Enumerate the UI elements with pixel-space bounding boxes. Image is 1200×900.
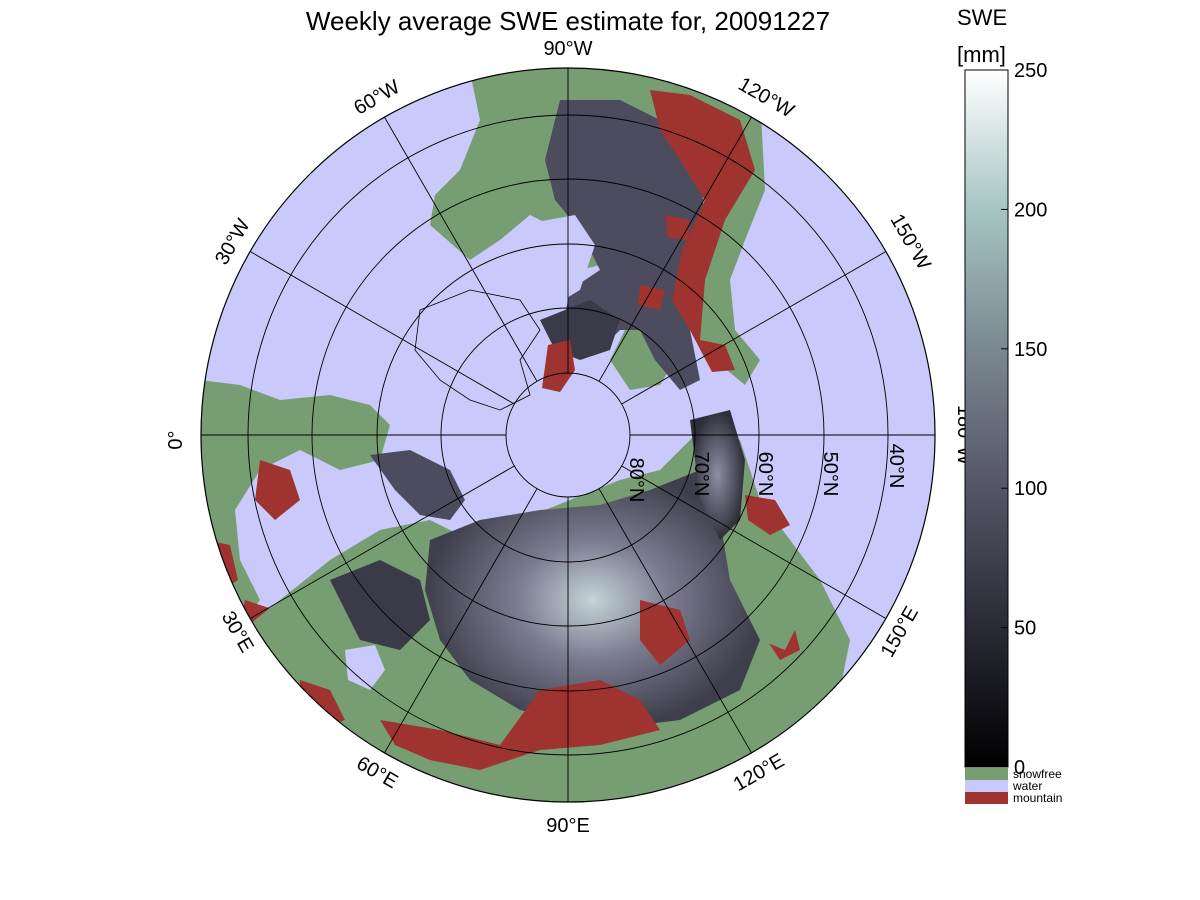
colorbar-tick-label: 100: [1014, 478, 1047, 500]
rockies-speckle: [638, 215, 690, 310]
graticule: [200, 67, 936, 803]
meridian-line: [249, 251, 515, 405]
hudson-bay-water: [505, 215, 595, 305]
lat-label-40n: 40°N: [885, 444, 907, 489]
colorbar-tick-label: 0: [1014, 757, 1025, 779]
colorbar-ticks: 0 50 100 150 200 250: [1001, 60, 1047, 779]
colorbar-tick-label: 150: [1014, 339, 1047, 361]
colorbar-tick-label: 50: [1014, 618, 1036, 640]
legend-label-mountain: mountain: [1013, 791, 1062, 805]
legend-swatch-mountain: [965, 792, 1008, 804]
meridian-line: [621, 251, 887, 405]
kamchatka-snowfree: [740, 570, 800, 650]
ellesmere-mountain: [542, 340, 575, 392]
lat-label-80n: 80°N: [625, 458, 647, 503]
europe-alps: [205, 460, 300, 650]
meridian-line: [249, 465, 515, 619]
siberia-snowcover: [425, 470, 760, 730]
meridian-line: [598, 488, 752, 754]
lat-label-60n: 60°N: [754, 452, 776, 497]
legend-swatch-water: [965, 780, 1008, 792]
colorbar-gradient: [964, 69, 1009, 768]
east-asia-mountains: [300, 495, 800, 730]
colorbar-tick-label: 250: [1014, 60, 1047, 82]
meridian-line: [621, 465, 887, 619]
asia-snowcover-west: [330, 560, 430, 650]
east-siberia-snowcover: [690, 410, 745, 540]
colorbar-tick-label: 200: [1014, 199, 1047, 221]
lat-label-70n: 70°N: [690, 452, 712, 497]
meridian-lines: [201, 68, 935, 802]
legend-label-water: water: [1012, 779, 1042, 793]
lat-label-50n: 50°N: [819, 452, 841, 497]
meridian-line: [384, 116, 538, 382]
map-title: Weekly average SWE estimate for, 2009122…: [306, 6, 830, 36]
colorbar-title: SWE: [957, 5, 1007, 30]
greenland-outline: [414, 289, 541, 411]
legend-label-snowfree: snowfree: [1013, 767, 1062, 781]
colorbar-unit: [mm]: [957, 42, 1006, 67]
rocky-mountains: [650, 90, 755, 372]
latitude-labels: 80°N 70°N 60°N 50°N 40°N: [625, 444, 907, 503]
meridian-line: [384, 488, 538, 754]
meridian-line: [598, 116, 752, 382]
central-asia-mountains: [380, 680, 660, 770]
polar-map-disk: [201, 68, 935, 802]
europe-snowfree: [201, 380, 390, 640]
caspian-sea: [345, 645, 385, 690]
lon-label-90w: 90°W: [543, 38, 592, 60]
scandinavia-snowcover: [370, 450, 465, 520]
map-border: [200, 67, 936, 803]
lon-label-0: 0°: [165, 430, 187, 449]
lon-label-90e: 90°E: [546, 815, 590, 837]
colorbar: SWE [mm] 0 50 100 150 200 250 snowfreewatermo…: [957, 5, 1062, 805]
legend-swatch-snowfree: [965, 768, 1008, 780]
